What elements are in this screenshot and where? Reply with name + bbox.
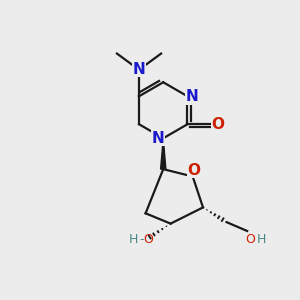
Text: H: H — [128, 233, 138, 246]
Text: O: O — [211, 117, 224, 132]
Text: O: O — [144, 233, 154, 246]
Text: O: O — [245, 233, 255, 246]
Text: N: N — [133, 62, 146, 77]
Text: O: O — [188, 163, 201, 178]
Text: -: - — [139, 233, 144, 246]
Text: N: N — [186, 89, 199, 104]
Text: N: N — [152, 131, 165, 146]
Polygon shape — [160, 138, 166, 169]
Text: H: H — [256, 233, 266, 246]
